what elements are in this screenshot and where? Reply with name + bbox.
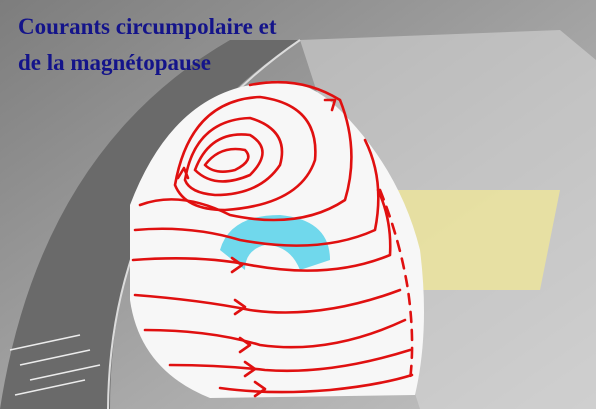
title-line: Courants circumpolaire et bbox=[18, 14, 277, 39]
title-line: de la magnétopause bbox=[18, 50, 211, 75]
illustration: Courants circumpolaire et de la magnétop… bbox=[0, 0, 596, 409]
page: {"title": ["Courants circumpolaire et", … bbox=[0, 0, 596, 409]
